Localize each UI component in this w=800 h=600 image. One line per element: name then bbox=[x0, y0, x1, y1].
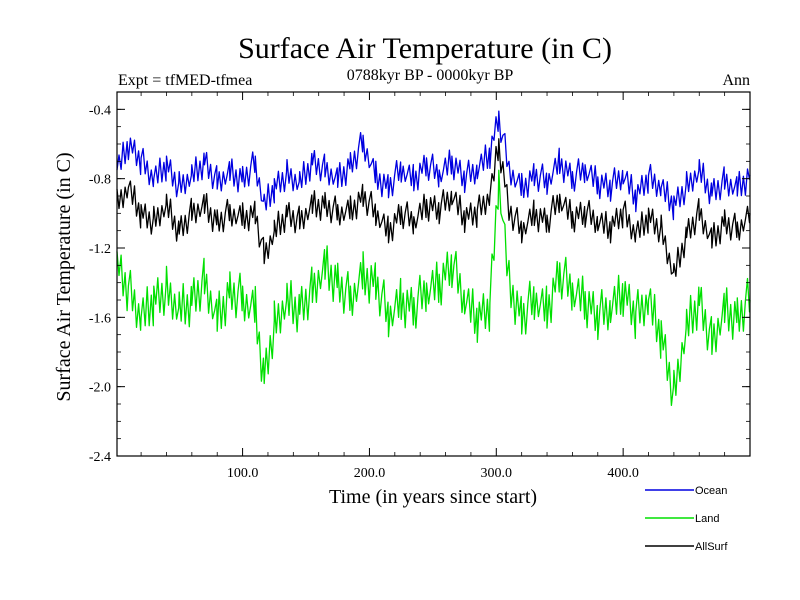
plot-frame bbox=[116, 91, 751, 457]
x-tick-label: 300.0 bbox=[481, 466, 513, 481]
y-tick-label: -1.6 bbox=[89, 311, 111, 326]
series-ocean-line bbox=[116, 110, 751, 221]
y-tick-label: -0.8 bbox=[89, 173, 111, 188]
chart-title: Surface Air Temperature (in C) bbox=[238, 32, 612, 65]
series-layer bbox=[116, 110, 751, 407]
series-allsurf-line bbox=[116, 138, 751, 277]
x-tick-label: 100.0 bbox=[227, 466, 259, 481]
y-tick-label: -2.4 bbox=[89, 450, 111, 465]
legend: Ocean Land AllSurf bbox=[645, 485, 728, 553]
subtitle-center: 0788kyr BP - 0000kyr BP bbox=[347, 67, 514, 84]
y-axis-title: Surface Air Temperature (in C) bbox=[53, 152, 75, 401]
x-tick-label: 200.0 bbox=[354, 466, 386, 481]
subtitle-left: Expt = tfMED-tfmea bbox=[118, 72, 252, 89]
y-tick-label: -1.2 bbox=[89, 242, 111, 257]
subtitle-right: Ann bbox=[722, 72, 750, 89]
x-tick-label: 400.0 bbox=[607, 466, 639, 481]
x-axis-title: Time (in years since start) bbox=[329, 486, 537, 508]
y-tick-label: -2.0 bbox=[89, 381, 111, 396]
y-tick-label: -0.4 bbox=[89, 103, 111, 118]
ticks-layer: -0.4 -0.8 -1.2 -1.6 -2.0 -2.4 100.0 200.0 300.0 4… bbox=[89, 92, 750, 481]
series-land-line bbox=[116, 169, 751, 407]
legend-label-land: Land bbox=[695, 513, 719, 525]
legend-label-ocean: Ocean bbox=[695, 485, 727, 497]
legend-label-allsurf: AllSurf bbox=[695, 541, 728, 553]
